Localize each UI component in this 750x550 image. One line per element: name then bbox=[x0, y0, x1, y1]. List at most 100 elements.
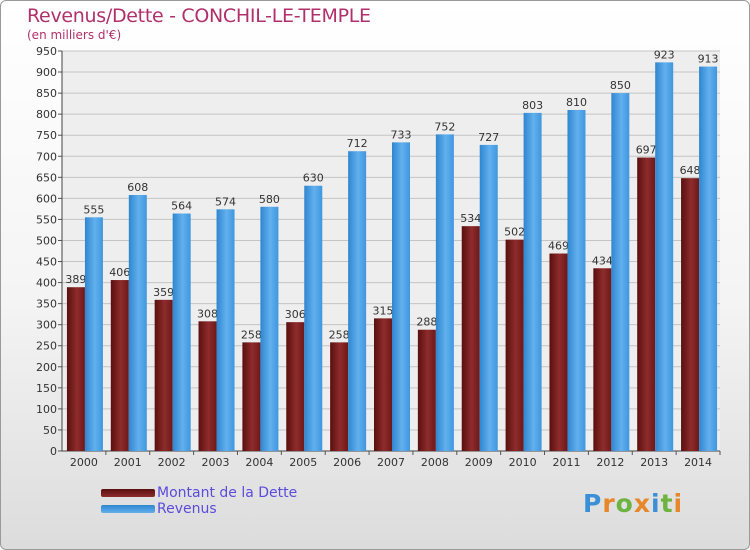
logo-letter: P bbox=[583, 489, 603, 518]
logo-letter: o bbox=[615, 489, 634, 518]
data-label-dette: 502 bbox=[504, 226, 525, 239]
logo-letter: x bbox=[633, 489, 651, 518]
x-tick-label: 2010 bbox=[509, 456, 537, 469]
x-tick-label: 2008 bbox=[421, 456, 449, 469]
data-label-revenus: 580 bbox=[259, 193, 280, 206]
data-label-revenus: 923 bbox=[654, 48, 675, 61]
x-tick-label: 2014 bbox=[684, 456, 712, 469]
bar-dette bbox=[417, 329, 436, 451]
data-label-dette: 306 bbox=[285, 308, 306, 321]
x-tick-label: 2005 bbox=[289, 456, 317, 469]
x-tick-label: 2001 bbox=[114, 456, 142, 469]
data-label-revenus: 630 bbox=[303, 172, 324, 185]
y-tick-label: 200 bbox=[36, 361, 57, 374]
x-tick-label: 2012 bbox=[596, 456, 624, 469]
bar-revenus bbox=[84, 217, 103, 451]
y-tick-label: 650 bbox=[36, 171, 57, 184]
bar-dette bbox=[330, 342, 349, 451]
bar-dette bbox=[198, 321, 217, 451]
data-label-dette: 258 bbox=[241, 328, 262, 341]
data-label-revenus: 752 bbox=[434, 120, 455, 133]
bar-revenus bbox=[348, 151, 367, 452]
y-tick-label: 600 bbox=[36, 192, 57, 205]
bar-revenus bbox=[523, 112, 542, 451]
data-label-dette: 697 bbox=[636, 144, 657, 157]
data-label-revenus: 608 bbox=[127, 181, 148, 194]
y-tick-label: 350 bbox=[36, 298, 57, 311]
x-tick-label: 2013 bbox=[640, 456, 668, 469]
chart-title: Revenus/Dette - CONCHIL-LE-TEMPLE bbox=[27, 5, 371, 27]
bar-revenus bbox=[392, 142, 410, 452]
bar-dette bbox=[681, 178, 700, 451]
bar-dette bbox=[154, 299, 173, 451]
legend-swatch-dette bbox=[101, 489, 155, 497]
data-label-revenus: 712 bbox=[347, 137, 368, 150]
y-tick-label: 950 bbox=[36, 45, 57, 58]
proxiti-logo: Proxiti bbox=[583, 489, 683, 518]
logo-letter: i bbox=[651, 489, 661, 518]
bar-dette bbox=[110, 280, 129, 451]
y-tick-label: 300 bbox=[36, 319, 57, 332]
x-tick-label: 2002 bbox=[158, 456, 186, 469]
bar-revenus bbox=[567, 109, 586, 452]
bar-revenus bbox=[172, 213, 191, 451]
bar-dette bbox=[637, 157, 656, 452]
data-label-dette: 315 bbox=[373, 304, 394, 317]
logo-letter: r bbox=[602, 489, 616, 518]
y-tick-label: 800 bbox=[36, 108, 57, 121]
data-label-revenus: 733 bbox=[391, 128, 412, 141]
bar-dette bbox=[505, 239, 524, 451]
data-label-revenus: 727 bbox=[478, 131, 499, 144]
data-label-dette: 434 bbox=[592, 254, 613, 267]
data-label-revenus: 810 bbox=[566, 96, 587, 109]
y-tick-label: 500 bbox=[36, 234, 57, 247]
bar-dette bbox=[374, 318, 392, 451]
data-label-dette: 406 bbox=[109, 266, 130, 279]
x-tick-label: 2007 bbox=[377, 456, 405, 469]
legend-swatch-revenus bbox=[101, 505, 155, 513]
chart-subtitle: (en milliers d'€) bbox=[27, 28, 122, 42]
data-label-dette: 389 bbox=[65, 273, 86, 286]
data-label-revenus: 574 bbox=[215, 195, 236, 208]
bar-revenus bbox=[655, 62, 674, 452]
y-tick-label: 400 bbox=[36, 277, 57, 290]
y-tick-label: 250 bbox=[36, 340, 57, 353]
bar-dette bbox=[461, 226, 480, 451]
y-tick-label: 0 bbox=[50, 445, 57, 458]
data-label-revenus: 803 bbox=[522, 99, 543, 112]
data-label-revenus: 555 bbox=[83, 203, 104, 216]
y-tick-label: 900 bbox=[36, 66, 57, 79]
data-label-revenus: 913 bbox=[698, 53, 719, 66]
logo-letter: t bbox=[660, 489, 674, 518]
bar-dette bbox=[593, 268, 612, 451]
y-tick-label: 850 bbox=[36, 87, 57, 100]
y-tick-label: 550 bbox=[36, 213, 57, 226]
logo-letter: i bbox=[673, 489, 684, 518]
x-tick-label: 2011 bbox=[552, 456, 580, 469]
x-tick-label: 2000 bbox=[70, 456, 98, 469]
y-tick-label: 100 bbox=[36, 403, 57, 416]
bar-revenus bbox=[260, 206, 279, 451]
x-tick-label: 2006 bbox=[333, 456, 361, 469]
bar-revenus bbox=[611, 93, 630, 452]
bar-dette bbox=[66, 287, 85, 451]
x-tick-label: 2009 bbox=[465, 456, 493, 469]
bar-revenus bbox=[128, 195, 147, 451]
data-label-dette: 469 bbox=[548, 240, 569, 253]
data-label-dette: 288 bbox=[416, 316, 437, 329]
y-tick-label: 450 bbox=[36, 256, 57, 269]
x-tick-label: 2004 bbox=[245, 456, 273, 469]
legend-label-dette: Montant de la Dette bbox=[157, 485, 298, 501]
y-tick-label: 750 bbox=[36, 129, 57, 142]
bar-dette bbox=[242, 342, 261, 451]
bar-revenus bbox=[304, 185, 323, 451]
bar-dette bbox=[286, 322, 305, 451]
bar-revenus bbox=[479, 144, 498, 452]
legend-label-revenus: Revenus bbox=[157, 501, 217, 517]
bar-revenus bbox=[699, 66, 718, 451]
data-label-dette: 534 bbox=[460, 212, 481, 225]
bar-dette bbox=[549, 253, 568, 451]
x-tick-label: 2003 bbox=[202, 456, 230, 469]
